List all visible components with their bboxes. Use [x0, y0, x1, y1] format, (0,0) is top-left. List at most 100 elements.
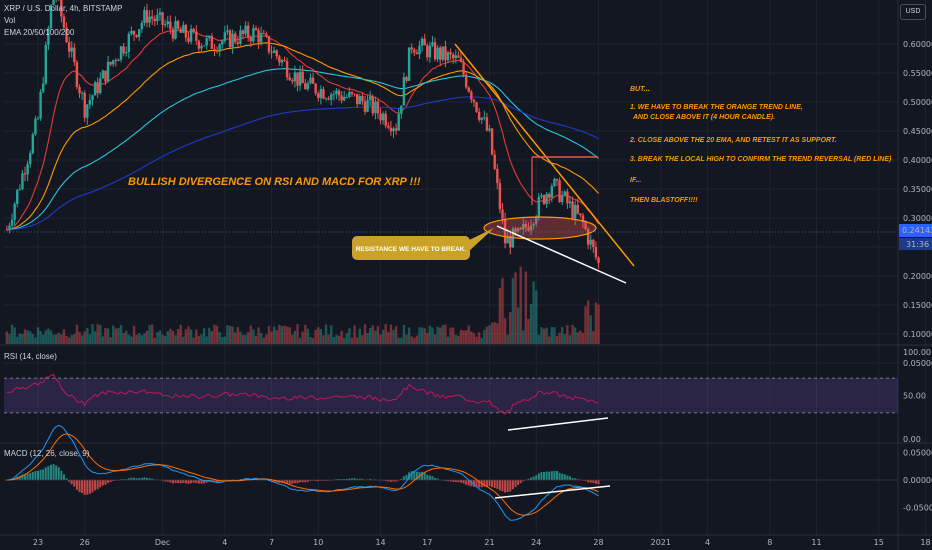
plan-line-1: 1. WE HAVE TO BREAK THE ORANGE TREND LIN… — [630, 104, 803, 111]
x-tick-label: 26 — [80, 538, 90, 547]
candle-body — [86, 104, 89, 118]
candle-body — [182, 25, 185, 33]
volume-bar — [208, 327, 211, 344]
volume-bar — [262, 337, 265, 344]
macd-histogram-bar — [164, 480, 167, 482]
volume-bar — [189, 329, 193, 344]
candle-body — [418, 45, 421, 55]
volume-bar — [376, 326, 380, 344]
candle-body — [402, 77, 406, 106]
candle-body — [376, 101, 380, 114]
macd-histogram-bar — [462, 480, 465, 484]
volume-bar — [125, 330, 128, 344]
macd-histogram-bar — [426, 474, 429, 480]
macd-histogram-bar — [454, 480, 457, 483]
macd-histogram-bar — [459, 480, 462, 483]
candle-body — [324, 98, 328, 100]
volume-bar — [314, 329, 317, 344]
volume-bar — [563, 334, 566, 344]
candle-body — [498, 183, 502, 210]
candle-body — [163, 24, 167, 25]
volume-bar — [8, 333, 11, 344]
macd-histogram-bar — [68, 480, 71, 482]
candle-body — [420, 38, 424, 46]
macd-histogram-bar — [537, 473, 540, 480]
volume-bar — [545, 327, 548, 344]
candle-body — [5, 229, 9, 231]
candle-body — [29, 153, 32, 164]
macd-histogram-bar — [504, 480, 507, 493]
candle-body — [516, 227, 520, 232]
macd-histogram-bar — [135, 478, 138, 480]
volume-bar — [49, 330, 53, 344]
x-tick-label: 8 — [767, 538, 772, 547]
macd-histogram-bar — [436, 478, 439, 480]
macd-histogram-bar — [104, 480, 107, 485]
macd-histogram-bar — [465, 480, 468, 485]
candle-body — [41, 83, 45, 92]
macd-histogram-bar — [400, 478, 403, 480]
macd-histogram-bar — [280, 480, 283, 483]
macd-histogram-bar — [576, 478, 579, 480]
volume-bar — [182, 336, 185, 344]
volume-bar — [26, 330, 29, 344]
macd-histogram-bar — [107, 480, 110, 483]
candle-body — [490, 128, 494, 155]
volume-bar — [150, 324, 154, 344]
candle-body — [454, 55, 457, 59]
macd-histogram-bar — [449, 480, 452, 482]
volume-bar — [573, 327, 577, 344]
volume-bar — [418, 327, 421, 344]
volume-bar — [392, 329, 395, 344]
macd-divergence-line — [494, 485, 611, 499]
volume-bar — [184, 329, 188, 344]
candle-body — [156, 14, 159, 22]
candle-body — [436, 47, 439, 60]
candle-body — [330, 94, 333, 100]
candle-body — [475, 102, 478, 112]
macd-tick-label: 0.00000 — [903, 476, 932, 485]
macd-histogram-bar — [358, 478, 361, 480]
volume-bar — [252, 329, 255, 344]
candle-body — [213, 48, 216, 51]
candle-body — [571, 201, 574, 219]
volume-bar — [91, 324, 94, 344]
macd-histogram-bar — [177, 480, 180, 484]
volume-bar — [57, 332, 60, 344]
x-tick-label: 7 — [269, 538, 274, 547]
candle-body — [410, 47, 413, 50]
volume-bar — [501, 278, 504, 344]
volume-bar — [195, 329, 198, 344]
candle-body — [581, 215, 585, 223]
macd-histogram-bar — [594, 480, 597, 484]
macd-histogram-bar — [109, 480, 112, 482]
volume-bar — [106, 328, 110, 344]
candle-body — [44, 44, 47, 84]
candle-body — [298, 71, 302, 86]
macd-histogram-bar — [402, 476, 405, 480]
candle-body — [428, 45, 432, 58]
volume-bar — [527, 318, 530, 344]
macd-histogram-bar — [527, 478, 530, 480]
candle-body — [568, 201, 572, 204]
currency-button[interactable]: USD — [900, 4, 926, 20]
volume-bar — [532, 281, 535, 344]
macd-histogram-bar — [55, 465, 58, 480]
macd-histogram-bar — [345, 478, 348, 480]
macd-histogram-bar — [94, 480, 97, 491]
current-price-tag — [899, 224, 932, 237]
volume-bar — [343, 337, 346, 344]
macd-histogram-bar — [73, 480, 76, 487]
macd-histogram-bar — [203, 480, 206, 484]
candle-body — [236, 42, 240, 44]
candle-body — [464, 74, 468, 88]
candle-body — [319, 89, 323, 98]
macd-histogram-bar — [369, 478, 372, 480]
macd-histogram-bar — [457, 480, 460, 483]
candle-body — [332, 94, 336, 95]
volume-bar — [145, 330, 149, 344]
volume-bar — [163, 335, 167, 344]
